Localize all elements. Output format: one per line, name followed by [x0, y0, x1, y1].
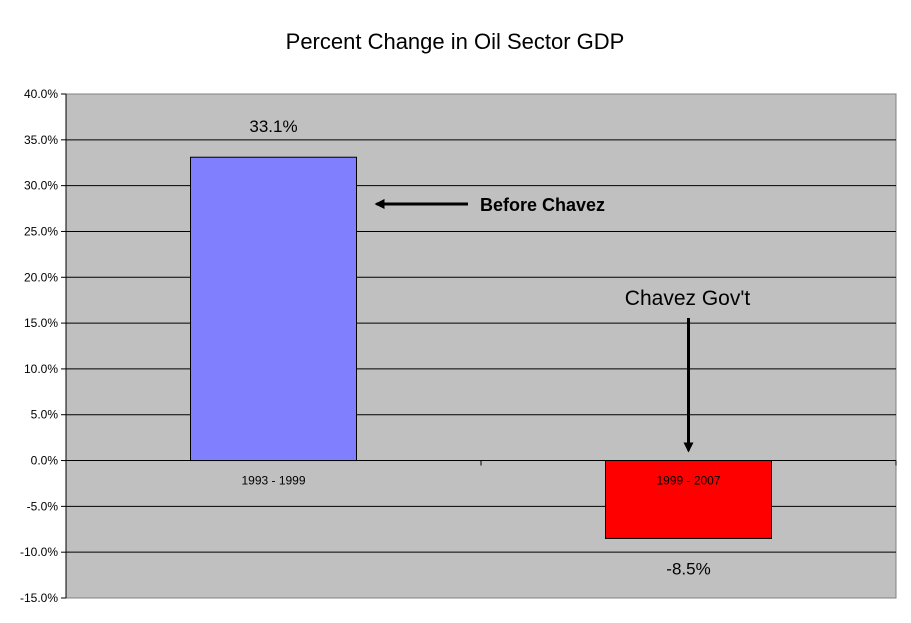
annotation-chavez-govt: Chavez Gov't: [625, 287, 751, 310]
y-tick-label: -10.0%: [20, 545, 58, 559]
y-tick-label: -5.0%: [27, 499, 59, 513]
annotations: Before Chavez Chavez Gov't: [374, 195, 751, 453]
y-tick-label: 25.0%: [24, 224, 58, 238]
y-tick-label: 40.0%: [24, 87, 58, 101]
y-tick-label: 10.0%: [24, 362, 58, 376]
y-tick-label: 0.0%: [31, 454, 59, 468]
category-label: 1999 - 2007: [656, 474, 720, 488]
category-label: 1993 - 1999: [241, 474, 305, 488]
y-tick-label: -15.0%: [20, 591, 58, 605]
annotation-before-chavez: Before Chavez: [480, 195, 605, 215]
y-axis: 40.0% 35.0% 30.0% 25.0% 20.0% 15.0% 10.0% 5.0% 0…: [20, 87, 67, 605]
data-label: -8.5%: [666, 559, 710, 578]
bar-2: [605, 460, 772, 539]
data-label: 33.1%: [249, 117, 297, 136]
y-tick-label: 20.0%: [24, 270, 58, 284]
bar-1: [190, 156, 357, 462]
y-tick-label: 30.0%: [24, 179, 58, 193]
y-tick-label: 15.0%: [24, 316, 58, 330]
labels: 1993 - 1999 33.1% 1999 - 2007 -8.5%: [241, 117, 720, 578]
chart-title: Percent Change in Oil Sector GDP: [286, 29, 625, 54]
y-tick-label: 5.0%: [31, 408, 59, 422]
y-tick-label: 35.0%: [24, 133, 58, 147]
bars: [190, 156, 772, 539]
